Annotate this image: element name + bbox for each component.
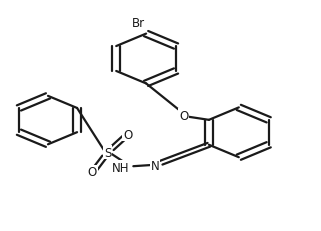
Text: NH: NH — [112, 161, 129, 174]
Text: O: O — [123, 128, 132, 141]
Text: O: O — [179, 109, 188, 122]
Text: O: O — [88, 166, 97, 179]
Text: S: S — [104, 146, 111, 159]
Text: N: N — [151, 159, 160, 172]
Text: Br: Br — [132, 16, 145, 29]
